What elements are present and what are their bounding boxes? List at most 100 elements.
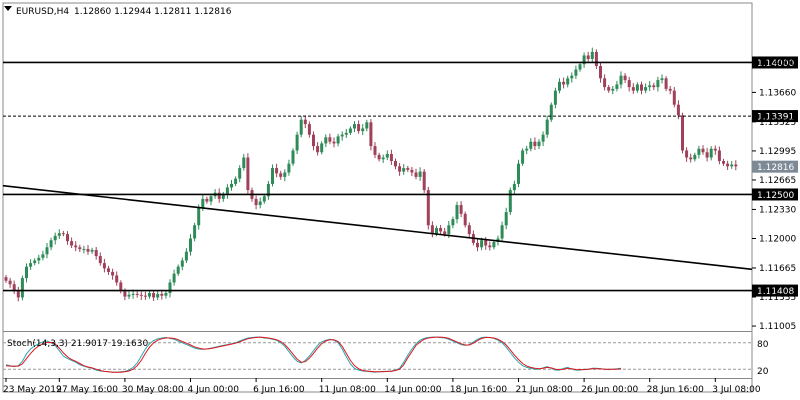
candle-body — [361, 128, 365, 132]
price-axis: 1.14000 1.13660 1.13325 1.12995 1.12665 1.123… — [752, 58, 796, 332]
y-tick-label: 1.12000 — [759, 234, 796, 244]
candle-body — [37, 257, 41, 261]
level-tag — [752, 284, 798, 297]
candle-body — [320, 143, 324, 153]
candle-body — [582, 55, 586, 65]
candle-body — [529, 141, 533, 149]
candlesticks — [4, 47, 738, 302]
candle-body — [172, 273, 176, 283]
candle-body — [107, 268, 110, 272]
candle-body — [717, 150, 721, 162]
stoch-d-line — [5, 336, 622, 373]
candle-body — [578, 64, 582, 70]
candle-body — [336, 136, 340, 144]
level-tag-label: 1.12500 — [757, 191, 794, 201]
candle-body — [287, 163, 291, 173]
candle-body — [410, 169, 414, 173]
x-tick-label: 30 May 08:00 — [122, 385, 184, 395]
candle-body — [156, 293, 160, 298]
candle-body — [348, 128, 352, 133]
candle-body — [291, 150, 295, 164]
candle-body — [713, 148, 717, 151]
candle-body — [332, 141, 336, 144]
candle-body — [180, 260, 184, 267]
candle-body — [234, 178, 238, 184]
candle-body — [148, 293, 151, 297]
candle-body — [594, 51, 598, 66]
y-tick-label: 1.12330 — [759, 205, 796, 215]
horizontal-levels: 1.14000 1.13391 1.12500 1.11408 1.12816 — [3, 56, 798, 297]
candle-body — [734, 164, 738, 167]
candle-body — [246, 157, 250, 191]
candle-body — [316, 146, 320, 153]
x-tick-label: 3 Jul 08:00 — [712, 385, 761, 395]
x-tick-label: 28 Jun 16:00 — [647, 385, 704, 395]
candle-body — [685, 150, 689, 158]
chart-menu-arrow-icon[interactable] — [4, 6, 12, 11]
candle-body — [189, 238, 192, 252]
candle-body — [615, 84, 619, 89]
candle-body — [115, 275, 119, 283]
candle-body — [599, 66, 602, 79]
candle-body — [266, 183, 270, 197]
candle-body — [373, 146, 377, 155]
x-tick-label: 6 Jun 16:00 — [253, 385, 305, 395]
x-tick-label: 4 Jun 00:00 — [188, 385, 240, 395]
candle-body — [574, 69, 578, 76]
candle-body — [435, 227, 438, 235]
candle-body — [168, 282, 172, 294]
candle-body — [426, 190, 430, 226]
candle-body — [681, 115, 684, 151]
stoch-level-20: 20 — [757, 367, 769, 377]
candle-body — [275, 168, 279, 174]
candle-body — [242, 157, 246, 169]
candle-body — [512, 183, 516, 191]
candle-body — [135, 293, 139, 295]
level-tag — [752, 56, 798, 69]
candle-body — [648, 85, 652, 88]
symbol-timeframe: EURUSD,H4 — [16, 7, 69, 17]
candle-body — [201, 198, 205, 208]
candle-body — [230, 183, 233, 188]
x-tick-label: 26 Jun 00:00 — [581, 385, 638, 395]
candle-body — [25, 266, 28, 279]
candle-body — [49, 240, 53, 248]
candle-body — [221, 194, 225, 199]
candle-body — [45, 247, 49, 255]
y-tick-label: 1.12665 — [759, 176, 796, 186]
candle-body — [225, 187, 229, 195]
candle-body — [730, 164, 734, 167]
y-tick-label: 1.12995 — [759, 147, 796, 157]
candle-body — [394, 161, 397, 167]
candle-body — [299, 119, 303, 135]
candle-body — [562, 81, 566, 85]
candle-body — [722, 161, 725, 164]
candle-body — [406, 168, 410, 170]
candle-body — [693, 154, 697, 160]
candle-body — [205, 198, 209, 202]
candle-body — [369, 122, 373, 147]
candle-body — [94, 249, 98, 257]
candle-body — [279, 173, 283, 177]
candle-body — [176, 266, 180, 274]
y-tick-label: 1.13660 — [759, 88, 796, 98]
candle-body — [492, 242, 496, 248]
stochastic-panel — [3, 336, 752, 373]
candle-body — [344, 132, 348, 135]
candle-body — [664, 78, 668, 89]
candle-body — [184, 251, 188, 261]
candle-body — [476, 242, 479, 248]
candle-body — [78, 247, 82, 250]
candle-body — [611, 88, 615, 91]
candle-body — [119, 282, 123, 292]
candle-body — [570, 75, 574, 79]
candle-body — [467, 225, 471, 235]
level-tag-label: 1.11408 — [757, 287, 794, 297]
candle-body — [123, 291, 127, 297]
candle-body — [447, 225, 451, 235]
x-tick-label: 18 Jun 16:00 — [450, 385, 507, 395]
candle-body — [517, 163, 520, 184]
candle-body — [484, 240, 488, 246]
candle-body — [521, 150, 525, 164]
